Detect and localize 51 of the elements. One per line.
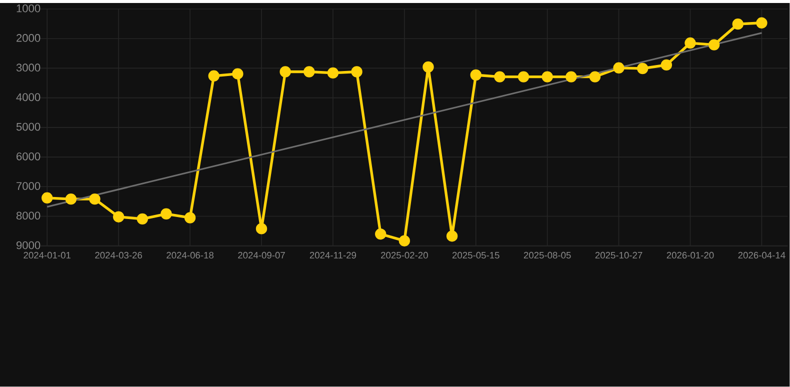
point	[613, 62, 624, 74]
point	[112, 211, 124, 223]
point	[65, 194, 77, 205]
point	[756, 17, 768, 29]
x-tick-label: 2026-01-20	[666, 252, 714, 259]
point	[351, 66, 362, 78]
x-tick-label: 2024-03-26	[95, 252, 142, 259]
point	[422, 62, 434, 73]
point	[327, 67, 339, 79]
point	[136, 213, 148, 225]
point	[42, 192, 53, 204]
point	[660, 59, 672, 71]
x-tick-label: 2024-11-29	[310, 252, 356, 259]
point	[542, 71, 553, 82]
x-tick-label: 2025-02-20	[381, 252, 428, 259]
point	[518, 71, 530, 82]
x-tick-label: 2024-09-07	[238, 252, 285, 259]
point	[732, 18, 744, 30]
y-tick-label: 2000	[16, 34, 40, 42]
point	[589, 71, 601, 82]
point	[470, 70, 482, 81]
x-tick-label: 2026-04-14	[738, 252, 786, 259]
point	[446, 230, 458, 242]
y-tick-label: 4000	[16, 93, 40, 102]
point	[637, 62, 648, 74]
point	[208, 70, 220, 82]
point	[89, 194, 100, 205]
point	[160, 208, 172, 220]
y-tick-label: 3000	[16, 64, 40, 72]
point	[304, 66, 315, 78]
y-tick-label: 1000	[16, 4, 40, 12]
y-tick-label: 5000	[16, 122, 40, 131]
x-tick-label: 2025-08-05	[524, 252, 571, 259]
x-tick-label: 2024-06-18	[166, 252, 214, 259]
point	[684, 38, 696, 49]
point	[280, 66, 291, 78]
x-tick-label: 2025-05-15	[452, 252, 500, 259]
point	[184, 212, 196, 224]
point	[494, 71, 506, 82]
point	[566, 71, 577, 82]
point	[708, 39, 720, 50]
y-tick-label: 8000	[16, 212, 40, 220]
y-tick-label: 7000	[16, 182, 40, 190]
point	[256, 223, 268, 234]
point	[398, 235, 410, 247]
point	[375, 228, 386, 240]
x-tick-label: 2025-10-27	[595, 252, 642, 259]
y-tick-label: 9000	[16, 241, 40, 250]
point	[232, 68, 244, 80]
x-tick-label: 2024-01-01	[24, 252, 71, 259]
y-tick-label: 6000	[16, 152, 40, 160]
